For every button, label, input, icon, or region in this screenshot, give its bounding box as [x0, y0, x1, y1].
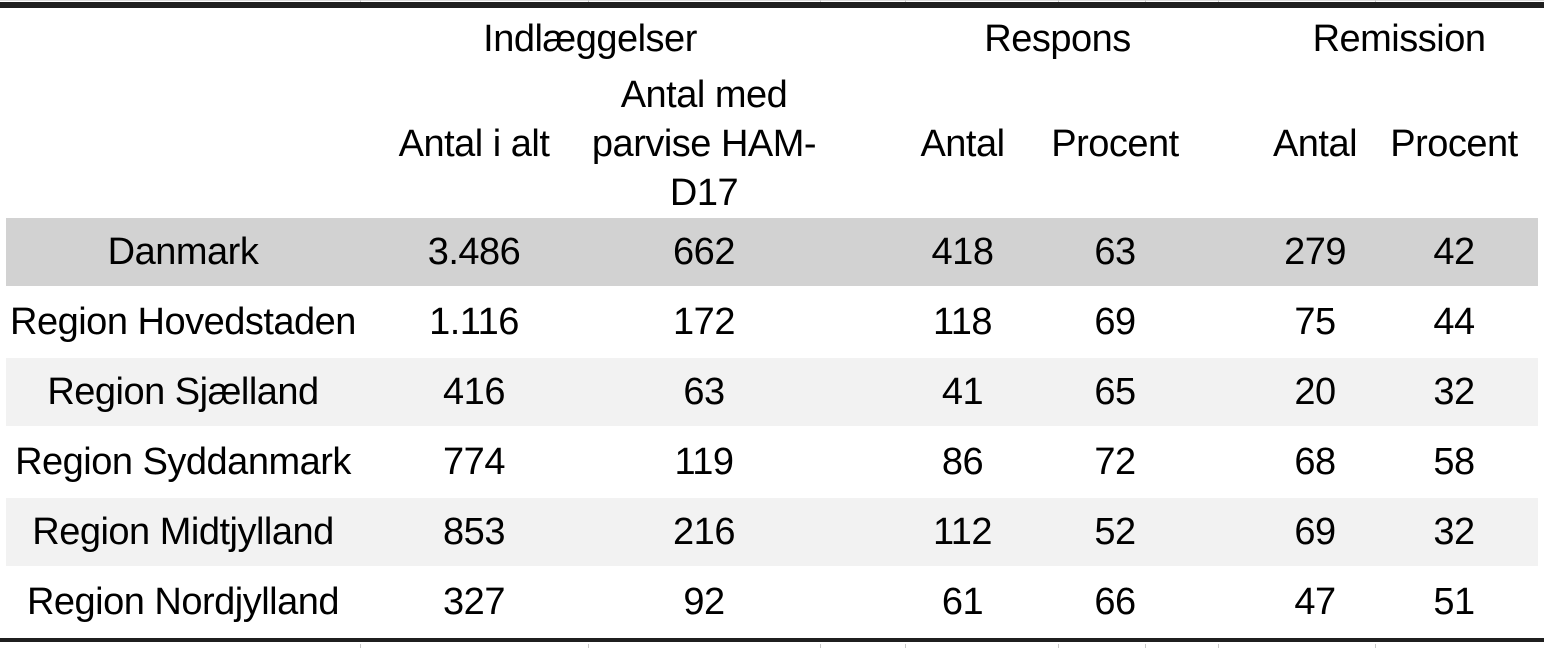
cell-respons-procent: 65	[1020, 357, 1211, 427]
row-label: Danmark	[6, 218, 360, 287]
cell-remission-antal: 47	[1294, 580, 1336, 623]
cell-antal-parvise: 216	[588, 497, 820, 567]
gridline-tick	[1145, 0, 1146, 2]
cell-remission-antal: 279	[1260, 218, 1371, 287]
column-header-antal-i-alt: Antal i alt	[398, 122, 550, 165]
cell-remission-antal: 20	[1260, 357, 1371, 427]
column-header-remission-procent: Procent	[1390, 122, 1518, 165]
cell-antal-parvise: 119	[674, 440, 734, 483]
group-header-row: Indlæggelser Respons Remission	[6, 8, 1538, 70]
gridline-tick	[1058, 644, 1059, 648]
sub-header-row: Antal i alt Antal med parvise HAM-D17 An…	[6, 70, 1538, 218]
corner-cell	[6, 8, 360, 70]
spacer-cell	[820, 8, 905, 70]
table-row-region-sjaelland: Region Sjælland 416 63 41 65 20 32	[6, 357, 1539, 427]
spacer-cell	[1210, 287, 1260, 357]
gridline-tick	[1375, 0, 1376, 2]
results-table: Indlæggelser Respons Remission Antal i a…	[6, 8, 1539, 638]
cell-antal-parvise: 92	[683, 580, 725, 623]
gridline-tick	[588, 644, 589, 648]
spacer-cell	[1210, 567, 1260, 637]
column-header-respons-procent: Procent	[1051, 122, 1179, 165]
gridline-tick	[1218, 0, 1219, 2]
spacer-cell	[1210, 70, 1260, 218]
table-row-region-midtjylland: Region Midtjylland 853 216 112 52 69 32	[6, 497, 1539, 567]
cell-respons-antal: 418	[905, 218, 1020, 287]
spacer-cell	[1210, 427, 1260, 497]
cell-antal-i-alt: 3.486	[360, 218, 588, 287]
gridline-tick	[1375, 644, 1376, 648]
top-hairline	[0, 0, 1544, 1]
cell-remission-procent: 32	[1370, 357, 1539, 427]
spacer-cell	[820, 287, 905, 357]
cell-antal-parvise: 172	[673, 300, 735, 343]
cell-antal-parvise: 63	[588, 357, 820, 427]
cell-respons-antal: 61	[941, 580, 984, 623]
cell-respons-procent: 63	[1020, 218, 1211, 287]
gridline-tick	[588, 0, 589, 2]
cell-remission-procent: 58	[1433, 440, 1475, 483]
cell-remission-antal: 69	[1260, 497, 1371, 567]
cell-remission-antal: 75	[1294, 300, 1336, 343]
group-header-indlaeggelser: Indlæggelser	[483, 17, 697, 60]
column-header-antal-parvise-hamd17: Antal med parvise HAM-D17	[591, 73, 817, 214]
table-row-region-nordjylland: Region Nordjylland 327 92 61 66 47 51	[6, 567, 1539, 637]
cell-antal-i-alt: 774	[443, 440, 505, 483]
cell-antal-i-alt: 853	[360, 497, 588, 567]
group-header-respons: Respons	[984, 17, 1131, 60]
cell-remission-procent: 42	[1370, 218, 1539, 287]
cell-respons-procent: 69	[1094, 300, 1136, 343]
cell-respons-procent: 72	[1094, 440, 1136, 483]
gridline-tick	[1058, 0, 1059, 2]
spacer-cell	[1210, 8, 1260, 70]
cell-remission-antal: 68	[1294, 440, 1336, 483]
gridline-tick	[360, 0, 361, 2]
spacer-cell	[820, 357, 905, 427]
gridline-tick	[1145, 644, 1146, 648]
cell-respons-procent: 66	[1094, 580, 1136, 623]
gridline-tick	[1218, 644, 1219, 648]
table-row-region-hovedstaden: Region Hovedstaden 1.116 172 118 69 75 4…	[6, 287, 1539, 357]
row-label: Region Hovedstaden	[10, 300, 356, 343]
column-header-respons-antal: Antal	[920, 122, 1005, 165]
cell-antal-parvise: 662	[588, 218, 820, 287]
gridline-tick	[360, 644, 361, 648]
column-header-remission-antal: Antal	[1272, 122, 1358, 165]
spacer-cell	[1210, 357, 1261, 427]
cell-respons-procent: 52	[1020, 497, 1211, 567]
row-label: Region Syddanmark	[15, 440, 351, 483]
cell-respons-antal: 112	[905, 497, 1020, 567]
cell-respons-antal: 118	[932, 300, 993, 343]
spacer-cell	[1210, 218, 1261, 287]
spacer-cell	[820, 567, 905, 637]
cell-respons-antal: 41	[905, 357, 1020, 427]
gridline-tick	[820, 644, 821, 648]
cell-antal-i-alt: 1.116	[429, 300, 519, 343]
cell-remission-procent: 32	[1370, 497, 1539, 567]
spacer-cell	[820, 427, 905, 497]
spacer-cell	[820, 497, 905, 567]
cell-respons-antal: 86	[941, 440, 984, 483]
cell-remission-procent: 51	[1433, 580, 1475, 623]
spacer-cell	[820, 70, 905, 218]
cell-antal-i-alt: 327	[443, 580, 505, 623]
cell-antal-i-alt: 416	[360, 357, 588, 427]
table-row-region-syddanmark: Region Syddanmark 774 119 86 72 68 58	[6, 427, 1539, 497]
gridline-tick	[905, 644, 906, 648]
group-header-remission: Remission	[1312, 17, 1486, 60]
row-label: Region Midtjylland	[6, 497, 360, 567]
row-label: Region Sjælland	[6, 357, 360, 427]
gridline-tick	[905, 0, 906, 2]
table-row-danmark: Danmark 3.486 662 418 63 279 42	[6, 218, 1539, 287]
gridline-tick	[820, 0, 821, 2]
row-label: Region Nordjylland	[26, 580, 340, 623]
cell-remission-procent: 44	[1433, 300, 1475, 343]
spacer-cell	[820, 218, 905, 287]
spacer-cell	[1210, 497, 1261, 567]
corner-cell	[6, 70, 360, 218]
